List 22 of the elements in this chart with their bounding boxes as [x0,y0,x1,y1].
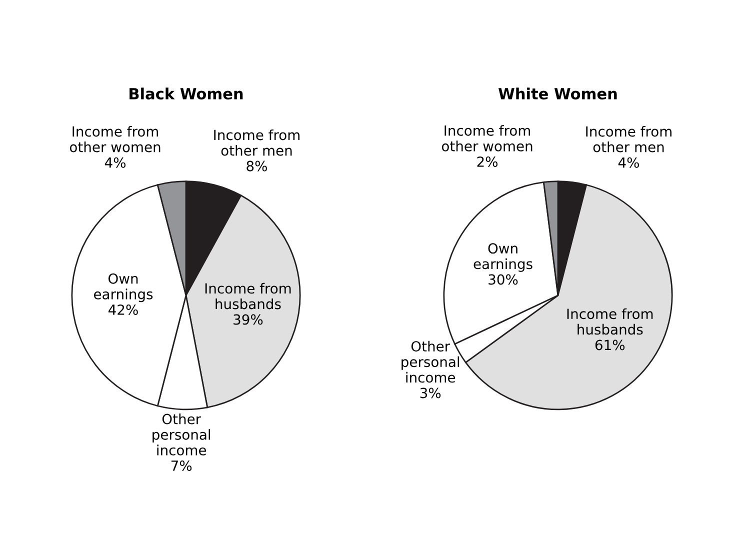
data-label: 4% [618,157,639,168]
slice-label: Income from other women [70,126,160,152]
slice-label: Income from other men [214,129,300,156]
slice-label: Other personal income [402,340,460,383]
slice-label: Income from husbands [567,308,653,335]
slice-label: Income from other men [586,126,672,152]
slice-label: Income from husbands [205,282,291,310]
data-label: 42% [108,304,138,315]
chart-title: Black Women [130,88,243,100]
slice-label: Other personal income [152,414,210,456]
data-label: 7% [171,460,192,471]
data-label: 30% [488,274,518,285]
data-label: 2% [477,156,498,167]
slice-label: Own earnings [474,243,532,272]
slice-label: Income from other women [442,125,532,152]
data-label: 39% [234,314,263,325]
chart-title: White Women [498,88,617,100]
slice-label: Own earnings [94,273,153,302]
data-label: 61% [595,340,625,350]
data-label: 4% [104,157,126,168]
data-label: 3% [420,388,441,398]
data-label: 8% [246,160,267,172]
